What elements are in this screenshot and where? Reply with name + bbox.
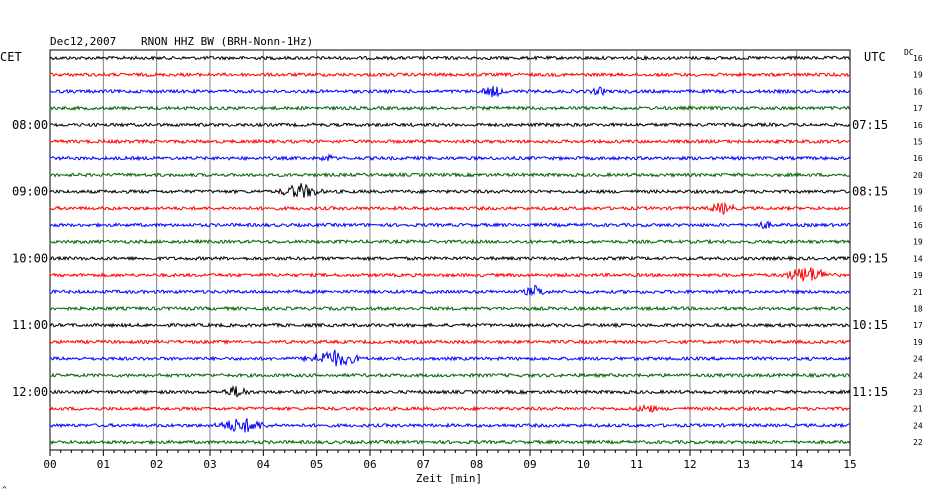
left-timezone-label: CET <box>0 50 22 64</box>
trace-row-7 <box>49 153 851 162</box>
dc-value-row-1: 16 <box>913 54 923 63</box>
trace-row-20 <box>49 372 851 379</box>
chart-station: RNON HHZ BW (BRH-Nonn-1Hz) <box>141 35 313 48</box>
trace-row-18 <box>49 338 851 346</box>
dc-value-row-5: 16 <box>913 121 923 130</box>
x-tick-label-01: 01 <box>97 458 110 471</box>
chart-date: Dec12,2007 <box>50 35 116 48</box>
dc-value-row-13: 14 <box>913 254 923 263</box>
trace-row-9 <box>49 183 851 198</box>
plot-frame <box>49 49 851 451</box>
trace-row-6 <box>49 138 851 145</box>
x-tick-label-13: 13 <box>737 458 750 471</box>
trace-row-17 <box>49 322 851 329</box>
dc-value-row-3: 16 <box>913 87 923 96</box>
dc-value-row-7: 16 <box>913 154 923 163</box>
trace-row-16 <box>49 305 851 312</box>
dc-value-row-20: 24 <box>913 371 923 380</box>
dc-value-row-12: 19 <box>913 238 923 247</box>
trace-row-8 <box>49 171 851 178</box>
dc-value-row-18: 19 <box>913 338 923 347</box>
x-tick-label-15: 15 <box>843 458 856 471</box>
grid-layer <box>49 49 851 451</box>
x-tick-label-08: 08 <box>470 458 483 471</box>
x-tick-label-12: 12 <box>683 458 696 471</box>
dc-value-row-19: 24 <box>913 355 923 364</box>
x-tick-label-02: 02 <box>150 458 163 471</box>
trace-row-5 <box>49 121 851 128</box>
trace-row-21 <box>49 384 851 398</box>
x-tick-label-11: 11 <box>630 458 643 471</box>
x-tick-label-03: 03 <box>203 458 216 471</box>
trace-row-11 <box>49 220 851 230</box>
x-axis-label: Zeit [min] <box>416 472 482 485</box>
trace-row-24 <box>49 439 851 446</box>
trace-row-19 <box>49 349 851 367</box>
right-hour-label: 07:15 <box>852 118 888 132</box>
x-axis: 00 01 02 03 04 05 06 07 08 09 10 11 12 13 14 15 <box>43 450 857 471</box>
x-tick-label-09: 09 <box>523 458 536 471</box>
corner-mark: ^ <box>2 485 7 494</box>
dc-value-row-21: 23 <box>913 388 923 397</box>
x-tick-label-07: 07 <box>417 458 430 471</box>
dc-value-row-17: 17 <box>913 321 923 330</box>
dc-value-row-10: 16 <box>913 204 923 213</box>
dc-value-row-22: 21 <box>913 405 923 414</box>
trace-row-3 <box>49 85 851 98</box>
dc-value-row-6: 15 <box>913 138 923 147</box>
x-tick-label-04: 04 <box>257 458 271 471</box>
x-tick-label-10: 10 <box>577 458 590 471</box>
trace-row-23 <box>49 418 850 433</box>
trace-row-12 <box>49 238 851 245</box>
trace-layer <box>49 54 851 446</box>
dc-header-label: DC <box>904 48 914 57</box>
right-hour-label: 11:15 <box>852 385 888 399</box>
trace-row-2 <box>49 71 851 78</box>
dc-value-row-2: 19 <box>913 71 923 80</box>
trace-row-13 <box>49 255 851 262</box>
dc-value-row-23: 24 <box>913 421 923 430</box>
left-hour-label: 08:00 <box>12 118 48 132</box>
x-tick-label-00: 00 <box>43 458 56 471</box>
right-hour-label: 10:15 <box>852 318 888 332</box>
label-layer: 16 19 16 17 16 15 16 20 19 16 16 19 14 19 21 18 17 19 24 24… <box>12 54 923 447</box>
trace-row-15 <box>49 284 851 297</box>
right-hour-label: 08:15 <box>852 185 888 199</box>
dc-value-row-16: 18 <box>913 305 923 314</box>
dc-value-row-8: 20 <box>913 171 923 180</box>
right-timezone-label: UTC <box>864 50 886 64</box>
left-hour-label: 12:00 <box>12 385 48 399</box>
trace-row-10 <box>49 201 851 215</box>
x-tick-label-05: 05 <box>310 458 323 471</box>
left-hour-label: 11:00 <box>12 318 48 332</box>
dc-value-row-9: 19 <box>913 188 923 197</box>
trace-row-14 <box>49 267 851 282</box>
dc-value-row-11: 16 <box>913 221 923 230</box>
dc-value-row-4: 17 <box>913 104 923 113</box>
left-hour-label: 09:00 <box>12 185 48 199</box>
right-hour-label: 09:15 <box>852 251 888 265</box>
left-hour-label: 10:00 <box>12 251 48 265</box>
x-tick-label-06: 06 <box>363 458 376 471</box>
dc-value-row-24: 22 <box>913 438 923 447</box>
x-tick-label-14: 14 <box>790 458 804 471</box>
trace-row-4 <box>49 105 851 112</box>
dc-value-row-15: 21 <box>913 288 923 297</box>
dc-value-row-14: 19 <box>913 271 923 280</box>
trace-row-22 <box>49 403 851 413</box>
trace-row-1 <box>49 54 851 62</box>
